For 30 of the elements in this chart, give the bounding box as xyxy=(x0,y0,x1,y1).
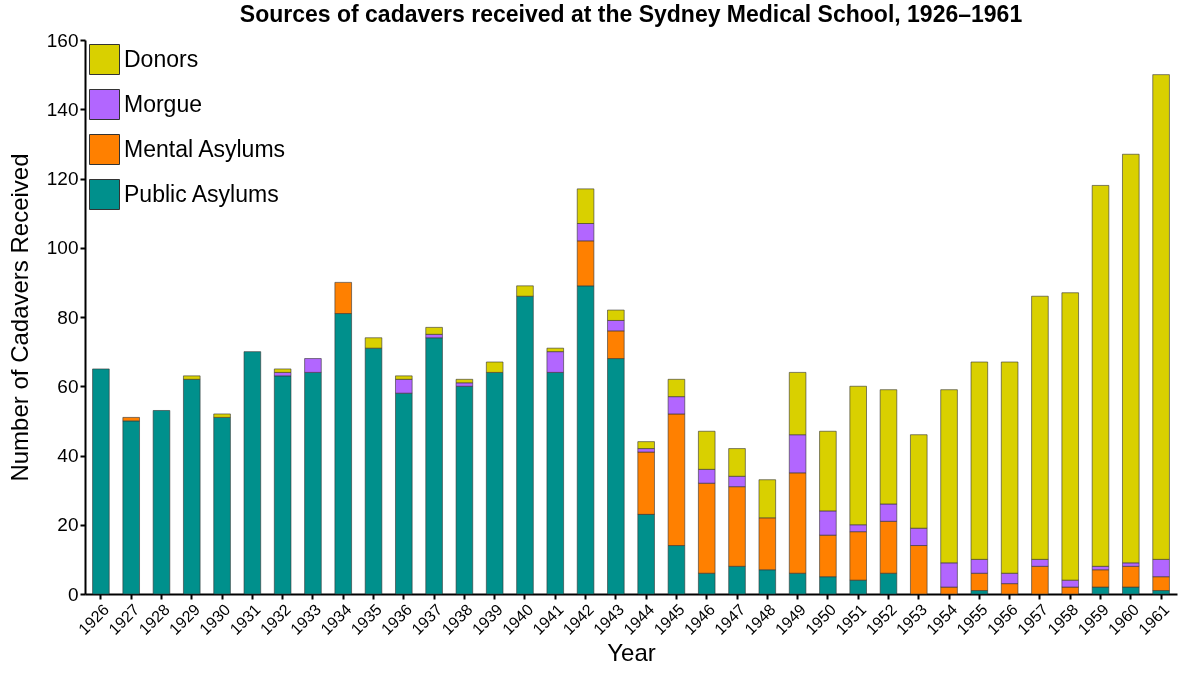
bar xyxy=(1091,185,1110,567)
bar xyxy=(425,337,443,595)
bar xyxy=(213,417,231,595)
legend-label: Donors xyxy=(124,45,199,72)
bar xyxy=(92,368,110,595)
bar xyxy=(122,420,140,595)
y-tick-label: 160 xyxy=(46,29,79,51)
y-tick-label: 80 xyxy=(57,306,79,328)
legend-label: Public Asylums xyxy=(124,180,279,207)
bar xyxy=(274,375,292,595)
bar xyxy=(183,379,201,595)
bar xyxy=(152,410,171,595)
y-tick-label: 0 xyxy=(67,583,79,605)
y-tick-label: 20 xyxy=(57,514,79,536)
legend-label: Mental Asylums xyxy=(124,135,286,162)
x-axis-title: Year xyxy=(607,638,656,666)
legend-label: Morgue xyxy=(124,90,202,117)
bar xyxy=(274,368,292,373)
chart-title: Sources of cadavers received at the Sydney Medical School, 1926–1961 xyxy=(239,1,1023,27)
y-tick-label: 40 xyxy=(57,445,79,466)
bar xyxy=(1122,153,1140,564)
bar xyxy=(455,385,474,595)
bar xyxy=(637,441,655,449)
bar xyxy=(243,351,261,595)
y-tick-label: 140 xyxy=(46,98,79,120)
y-tick-label: 60 xyxy=(57,375,79,397)
y-tick-label: 100 xyxy=(46,237,79,259)
bar xyxy=(425,327,443,335)
y-axis-title: Number of Cadavers Received xyxy=(5,153,33,482)
y-tick-label: 120 xyxy=(46,168,79,189)
